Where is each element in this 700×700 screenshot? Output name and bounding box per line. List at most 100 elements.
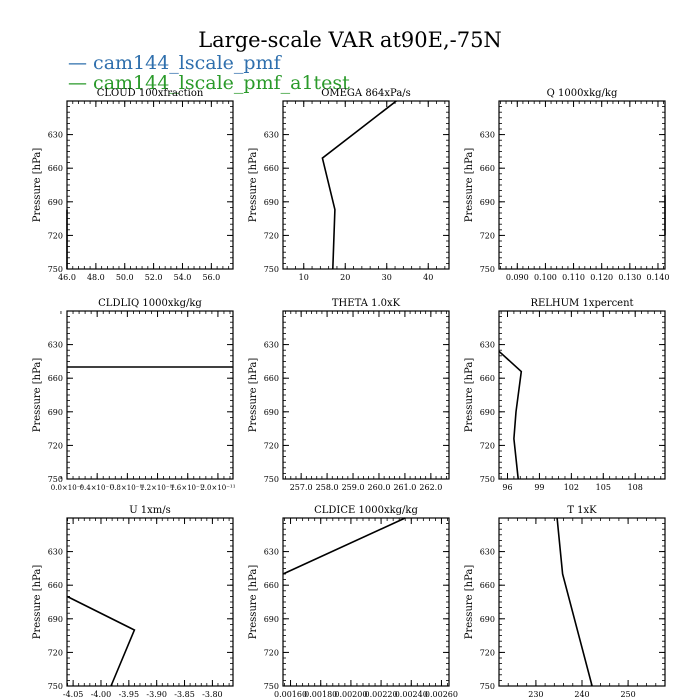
- legend-item-1: — cam144_lscale_pmf: [68, 52, 281, 74]
- x-tick-label: -3.90: [146, 690, 167, 699]
- y-tick-label: 630: [480, 131, 495, 140]
- figure-title: Large-scale VAR at90E,-75N: [198, 28, 502, 52]
- panel-frame: [66, 310, 234, 480]
- x-tick-label: 0.110: [562, 273, 585, 282]
- y-tick-label: 630: [48, 341, 63, 350]
- y-tick-label: 750: [480, 682, 495, 691]
- x-tick-label: 96: [502, 483, 512, 492]
- x-tick-label: 10: [299, 273, 309, 282]
- series-line: [556, 517, 593, 687]
- y-tick-label: 690: [480, 615, 495, 624]
- y-tick-label: 630: [264, 548, 279, 557]
- x-tick-label: 0.00180: [304, 690, 337, 699]
- panel-frame: [498, 100, 666, 270]
- panel-title: THETA 1.0xK: [332, 298, 401, 309]
- legend-label-1: cam144_lscale_pmf: [93, 52, 281, 74]
- x-tick-label: 0.120: [590, 273, 613, 282]
- panel-title: CLOUD 100xfraction: [97, 88, 204, 99]
- y-tick-label: 630: [264, 131, 279, 140]
- panel-title: CLDICE 1000xkg/kg: [314, 505, 418, 516]
- x-tick-label: 240: [574, 690, 589, 699]
- x-tick-label: 0.4×10⁻¹¹: [80, 484, 115, 492]
- y-axis-label: Pressure [hPa]: [464, 565, 475, 640]
- y-tick-label: 750: [480, 265, 495, 274]
- legend-swatch-2: —: [68, 72, 94, 94]
- y-tick-label: 720: [48, 231, 63, 240]
- x-tick-label: 56.0: [202, 273, 220, 282]
- y-axis-label: Pressure [hPa]: [464, 358, 475, 433]
- x-tick-label: 0.140: [647, 273, 670, 282]
- y-axis-label: Pressure [hPa]: [32, 148, 43, 223]
- y-tick-label: 750: [48, 265, 63, 274]
- x-tick-label: 0.00160: [274, 690, 307, 699]
- x-tick-label: 0.00260: [425, 690, 458, 699]
- x-tick-label: 40: [423, 273, 433, 282]
- x-tick-label: 261.0: [393, 483, 416, 492]
- x-tick-label: 46.0: [58, 273, 76, 282]
- y-tick-label: 720: [48, 648, 63, 657]
- y-tick-label: 720: [480, 231, 495, 240]
- x-tick-label: -3.85: [174, 690, 195, 699]
- y-tick-label: 660: [264, 374, 279, 383]
- x-tick-label: 262.0: [419, 483, 442, 492]
- y-tick-label: 750: [264, 265, 279, 274]
- x-tick-label: 0.100: [534, 273, 557, 282]
- x-tick-label: 99: [534, 483, 544, 492]
- x-tick-label: 102: [564, 483, 579, 492]
- y-axis-label: Pressure [hPa]: [248, 358, 259, 433]
- y-tick-label: 750: [48, 475, 63, 484]
- x-tick-label: 230: [528, 690, 543, 699]
- panel-title: OMEGA 864xPa/s: [321, 88, 411, 99]
- y-axis-label: Pressure [hPa]: [32, 358, 43, 433]
- y-tick-label: 660: [48, 374, 63, 383]
- y-tick-label: 720: [264, 441, 279, 450]
- x-tick-label: 54.0: [174, 273, 192, 282]
- panel-title: Q 1000xkg/kg: [547, 88, 618, 99]
- x-tick-label: 0.00240: [395, 690, 428, 699]
- y-tick-label: 690: [48, 408, 63, 417]
- y-tick-label: 720: [264, 648, 279, 657]
- x-tick-label: 250: [620, 690, 635, 699]
- x-tick-label: 2.0×10⁻¹¹: [200, 484, 235, 492]
- y-tick-label: 750: [264, 475, 279, 484]
- y-tick-label: 690: [48, 198, 63, 207]
- x-tick-label: -3.95: [119, 690, 140, 699]
- series-line: [498, 350, 523, 480]
- y-tick-label: 660: [480, 164, 495, 173]
- x-tick-label: -3.80: [202, 690, 223, 699]
- y-tick-label: 630: [48, 548, 63, 557]
- panel-frame: [498, 310, 666, 480]
- y-tick-label: 720: [480, 441, 495, 450]
- y-tick-label: 690: [480, 198, 495, 207]
- panel-frame: [282, 310, 450, 480]
- y-tick-label: 630: [480, 341, 495, 350]
- x-tick-label: 1.6×10⁻¹¹: [170, 484, 205, 492]
- panel-frame: [282, 517, 450, 687]
- y-tick-label: 690: [480, 408, 495, 417]
- x-tick-label: 260.0: [368, 483, 391, 492]
- y-axis-label: Pressure [hPa]: [248, 148, 259, 223]
- x-tick-label: 0.00220: [365, 690, 398, 699]
- y-tick-label: 690: [264, 615, 279, 624]
- y-tick-label: 660: [480, 581, 495, 590]
- legend-label-2: cam144_lscale_pmf_a1test: [93, 72, 350, 94]
- y-tick-label: 660: [264, 581, 279, 590]
- y-tick-label: 660: [480, 374, 495, 383]
- panel-title: CLDLIQ 1000xkg/kg: [98, 298, 202, 309]
- series-line: [66, 595, 136, 687]
- y-axis-label: Pressure [hPa]: [248, 565, 259, 640]
- x-tick-label: -4.00: [91, 690, 112, 699]
- x-tick-label: -4.05: [63, 690, 84, 699]
- y-axis-label: Pressure [hPa]: [464, 148, 475, 223]
- y-tick-label: 630: [264, 341, 279, 350]
- panel-title: U 1xm/s: [129, 505, 171, 516]
- y-tick-label: 690: [264, 408, 279, 417]
- panel-frame: [282, 100, 450, 270]
- y-tick-label: 660: [48, 581, 63, 590]
- x-tick-label: 0.090: [506, 273, 529, 282]
- x-tick-label: 30: [382, 273, 392, 282]
- y-tick-label: 630: [480, 548, 495, 557]
- x-tick-label: 0.00200: [334, 690, 367, 699]
- x-tick-label: 52.0: [145, 273, 163, 282]
